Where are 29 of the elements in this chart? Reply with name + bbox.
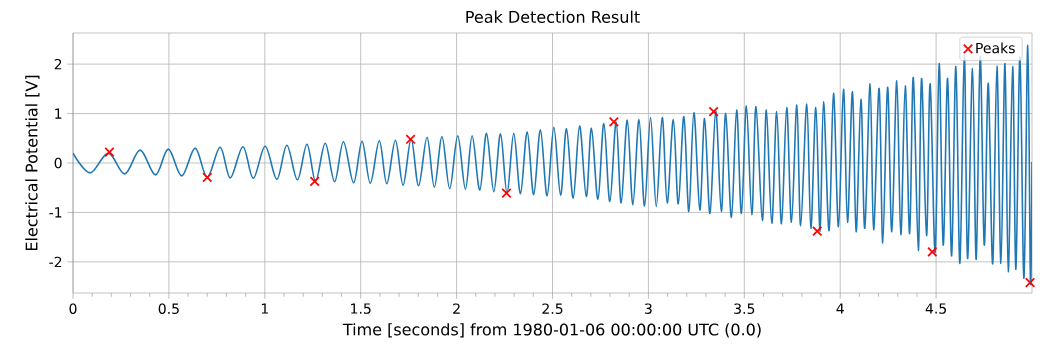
y-tick-label: 2 bbox=[54, 58, 62, 70]
x-tick-label: 1 bbox=[261, 303, 268, 314]
x-tick-label: 0 bbox=[69, 303, 77, 314]
y-tick-label: -1 bbox=[49, 207, 62, 218]
point bbox=[309, 176, 320, 187]
point bbox=[927, 246, 938, 258]
chart-title: Peak Detection Result bbox=[466, 10, 640, 23]
y-tick-label: -2 bbox=[49, 256, 62, 268]
x-tick-label: 2.5 bbox=[542, 303, 563, 314]
y-tick-label: 0 bbox=[54, 157, 62, 169]
point bbox=[104, 147, 115, 158]
x-tick-label: 1.5 bbox=[351, 303, 371, 314]
x-tick-label: 4 bbox=[836, 303, 844, 314]
x-tick-label: 4.5 bbox=[925, 303, 946, 314]
x-axis-title: Time [seconds] from 1980-01-06 00:00:00 UTC (0.0) bbox=[342, 323, 761, 338]
x-tick-label: 2 bbox=[453, 303, 460, 314]
point bbox=[405, 134, 416, 145]
point bbox=[501, 188, 512, 199]
point bbox=[608, 116, 619, 128]
y-axis-title: Electrical Potential [V] bbox=[25, 75, 40, 251]
y-tick-label: 1 bbox=[55, 108, 62, 119]
point bbox=[812, 226, 823, 237]
x-tick-label: 3 bbox=[645, 303, 652, 314]
x-tick-label: 0.5 bbox=[158, 303, 179, 314]
x-tick-label: 3.5 bbox=[734, 303, 755, 314]
legend-label: Peaks bbox=[976, 42, 1015, 54]
point bbox=[708, 106, 719, 117]
point bbox=[1024, 277, 1036, 288]
point bbox=[202, 172, 213, 183]
